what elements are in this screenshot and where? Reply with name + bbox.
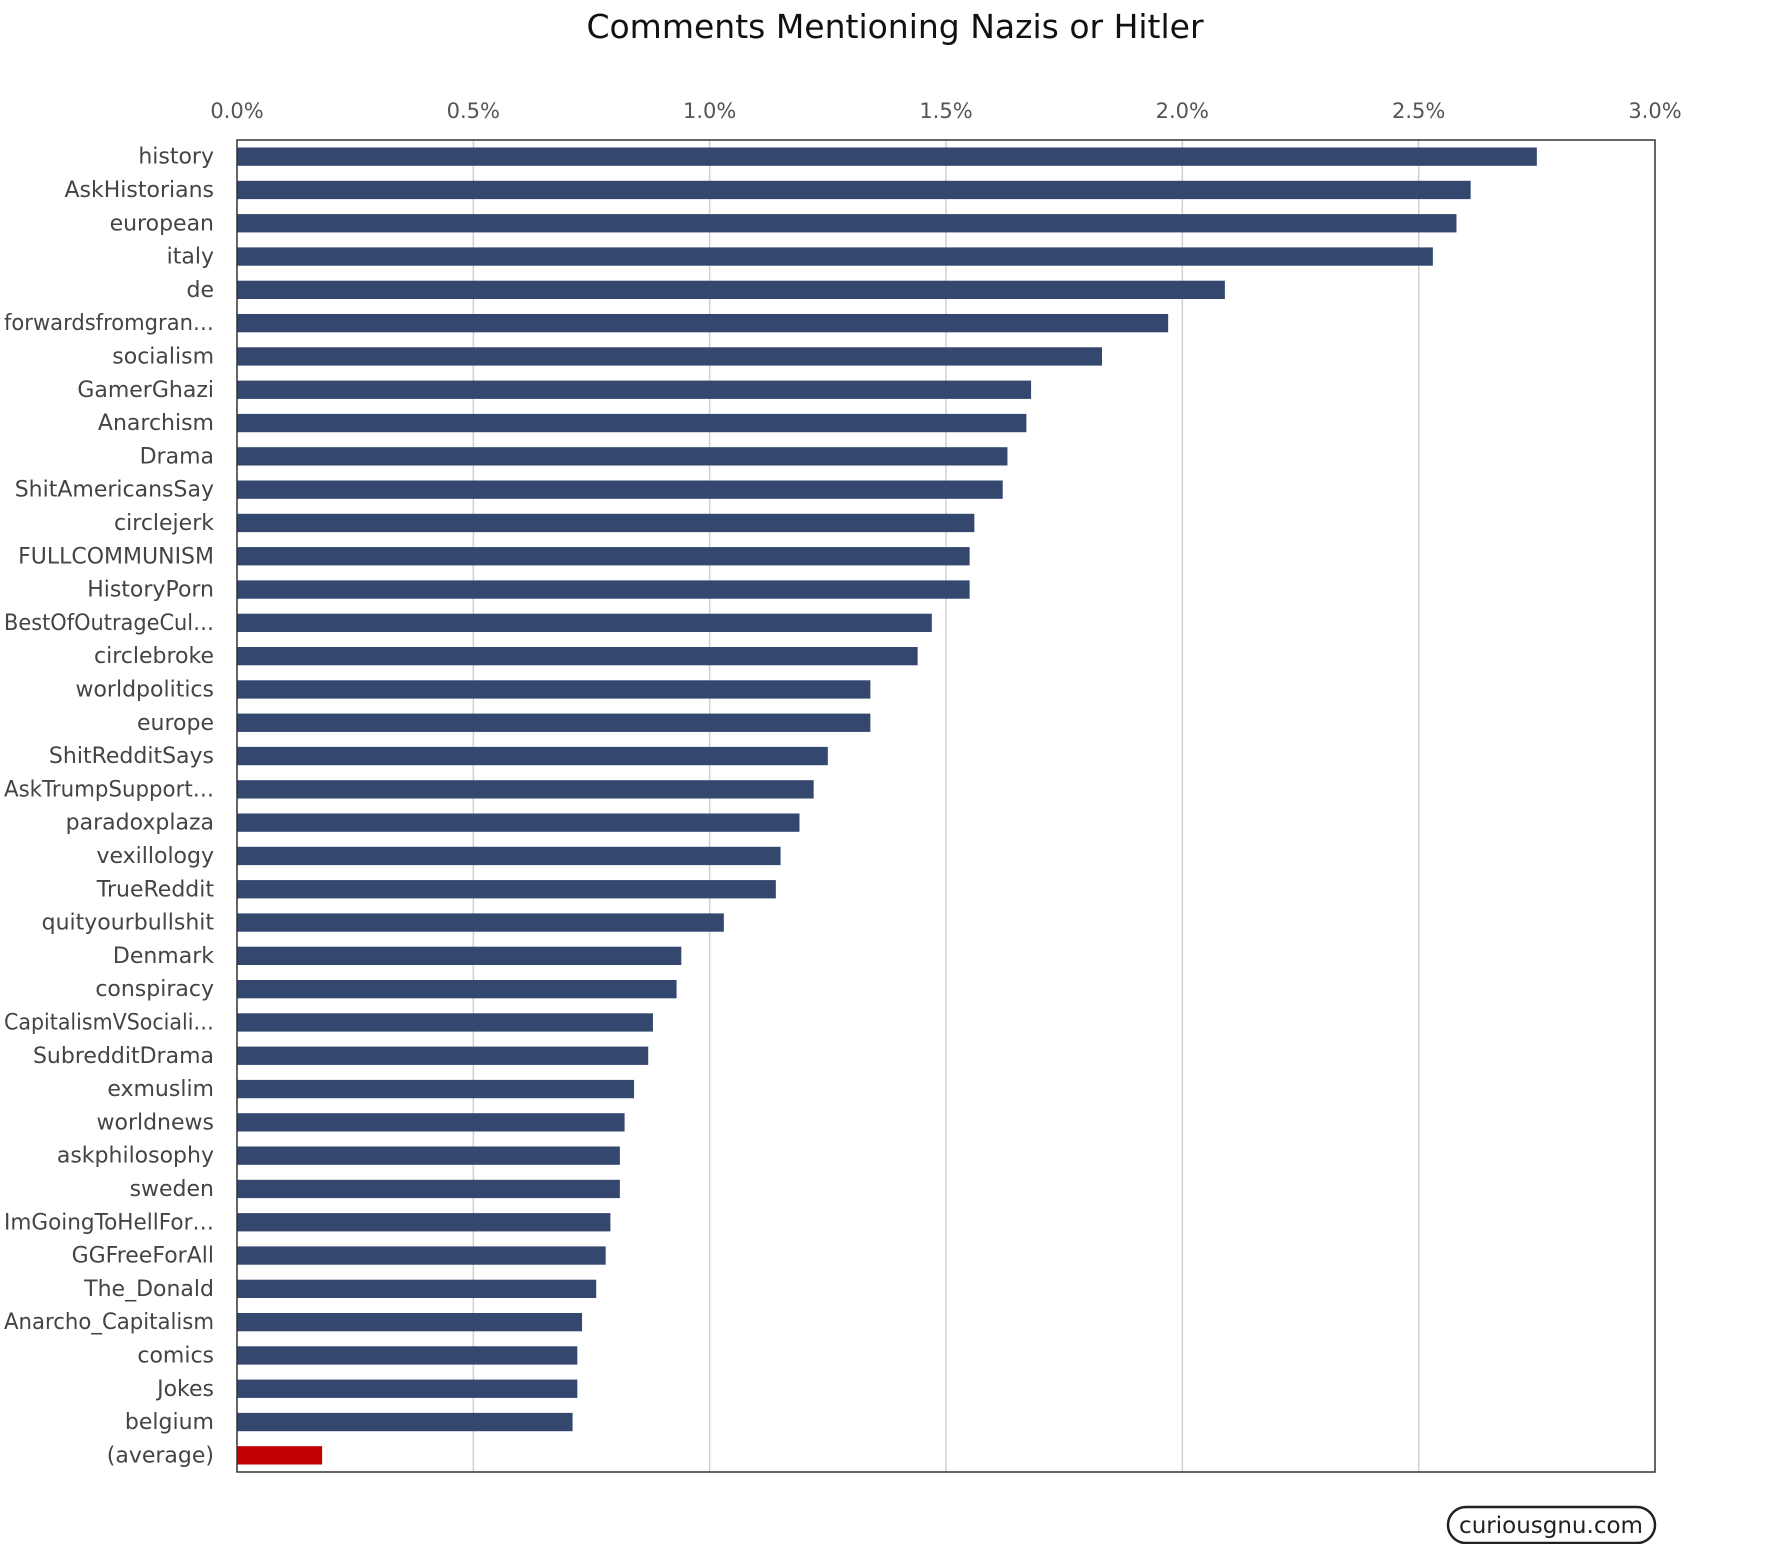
bar <box>237 1146 620 1165</box>
category-label: ImGoingToHellFor… <box>4 1210 214 1235</box>
bar <box>237 180 1471 200</box>
bar <box>237 214 1457 233</box>
bar <box>237 313 1169 333</box>
bar <box>237 480 1003 499</box>
category-label: circlebroke <box>94 644 214 669</box>
category-label: exmuslim <box>107 1077 214 1102</box>
category-label: askphilosophy <box>57 1144 214 1169</box>
category-label: worldpolitics <box>75 677 214 702</box>
category-label: belgium <box>125 1410 214 1435</box>
category-label: european <box>110 211 214 236</box>
bar <box>237 646 918 666</box>
category-label: vexillology <box>96 844 214 869</box>
x-tick-label: 2.5% <box>1392 99 1445 123</box>
category-label: ShitRedditSays <box>49 744 214 769</box>
bar <box>237 147 1537 166</box>
bar <box>237 780 814 799</box>
bar <box>237 613 932 633</box>
watermark-text: curiousgnu.com <box>1459 1513 1643 1539</box>
category-label: conspiracy <box>95 977 214 1002</box>
category-label: italy <box>167 245 214 270</box>
x-tick-label: 1.5% <box>919 99 972 123</box>
category-label: Drama <box>140 444 214 469</box>
bar <box>237 1079 635 1099</box>
category-label: Jokes <box>155 1377 214 1402</box>
category-label: history <box>138 145 214 170</box>
chart-title: Comments Mentioning Nazis or Hitler <box>586 7 1204 46</box>
category-label: Anarchism <box>98 411 214 436</box>
bar <box>237 413 1027 433</box>
bar <box>237 280 1225 300</box>
x-tick-label: 1.0% <box>683 99 736 123</box>
bar <box>237 1179 620 1199</box>
category-label: Anarcho_Capitalism <box>4 1310 214 1335</box>
bar <box>237 1379 578 1398</box>
category-label: comics <box>137 1343 214 1368</box>
bar <box>237 1013 653 1032</box>
grid-lines <box>472 140 1420 1472</box>
bar <box>237 247 1433 266</box>
category-label: europe <box>137 711 214 736</box>
category-label: paradoxplaza <box>66 811 214 836</box>
bar <box>237 1213 611 1232</box>
bar <box>237 1113 625 1132</box>
category-label: socialism <box>112 344 214 369</box>
category-label: ShitAmericansSay <box>15 478 214 503</box>
bar <box>237 1046 649 1065</box>
category-label: circlejerk <box>114 511 214 536</box>
category-label: HistoryPorn <box>87 578 214 603</box>
y-axis-categories: history AskHistorians european italy de forwa… <box>4 145 214 1469</box>
bar <box>237 746 828 766</box>
category-label: de <box>187 278 215 303</box>
category-label: GGFreeForAll <box>72 1244 214 1269</box>
category-label: forwardsfromgran… <box>4 311 214 336</box>
bar <box>237 946 682 966</box>
bar <box>237 1446 323 1465</box>
watermark-border <box>1446 1505 1657 1544</box>
bars <box>237 147 1537 1465</box>
category-label: CapitalismVSociali… <box>4 1010 214 1035</box>
bar <box>237 1279 597 1299</box>
bar <box>237 547 970 566</box>
category-label: AskTrumpSupport… <box>4 777 214 802</box>
bar <box>237 813 800 832</box>
category-label: GamerGhazi <box>77 378 214 403</box>
bar <box>237 979 677 999</box>
category-label: worldnews <box>96 1110 214 1135</box>
category-label: BestOfOutrageCul… <box>4 611 214 636</box>
bar <box>237 447 1008 466</box>
bar <box>237 1312 583 1332</box>
bar <box>237 680 871 699</box>
bar <box>237 846 781 866</box>
x-axis-ticks: 0.0% 0.5% 1.0% 1.5% 2.0% 2.5% 3.0% <box>210 99 1681 123</box>
watermark-badge: curiousgnu.com <box>1446 1505 1657 1544</box>
bar <box>237 913 724 932</box>
category-label: quityourbullshit <box>42 911 215 936</box>
bar <box>237 580 970 599</box>
x-tick-label: 3.0% <box>1628 99 1681 123</box>
bar <box>237 1412 573 1432</box>
category-label: (average) <box>107 1443 214 1468</box>
bar <box>237 347 1102 366</box>
bar <box>237 1346 578 1365</box>
bar <box>237 513 975 533</box>
bar <box>237 380 1032 399</box>
category-label: SubredditDrama <box>33 1044 214 1069</box>
bar <box>237 1246 606 1265</box>
category-label: sweden <box>130 1177 214 1202</box>
category-label: FULLCOMMUNISM <box>18 544 214 569</box>
category-label: Denmark <box>113 944 214 969</box>
x-tick-label: 0.5% <box>447 99 500 123</box>
bar <box>237 713 871 732</box>
x-tick-label: 0.0% <box>210 99 263 123</box>
plot-frame <box>236 139 1656 1473</box>
category-label: TrueReddit <box>96 877 215 902</box>
category-label: AskHistorians <box>65 178 215 203</box>
bar <box>237 880 776 899</box>
category-label: The_Donald <box>83 1277 214 1302</box>
x-tick-label: 2.0% <box>1156 99 1209 123</box>
